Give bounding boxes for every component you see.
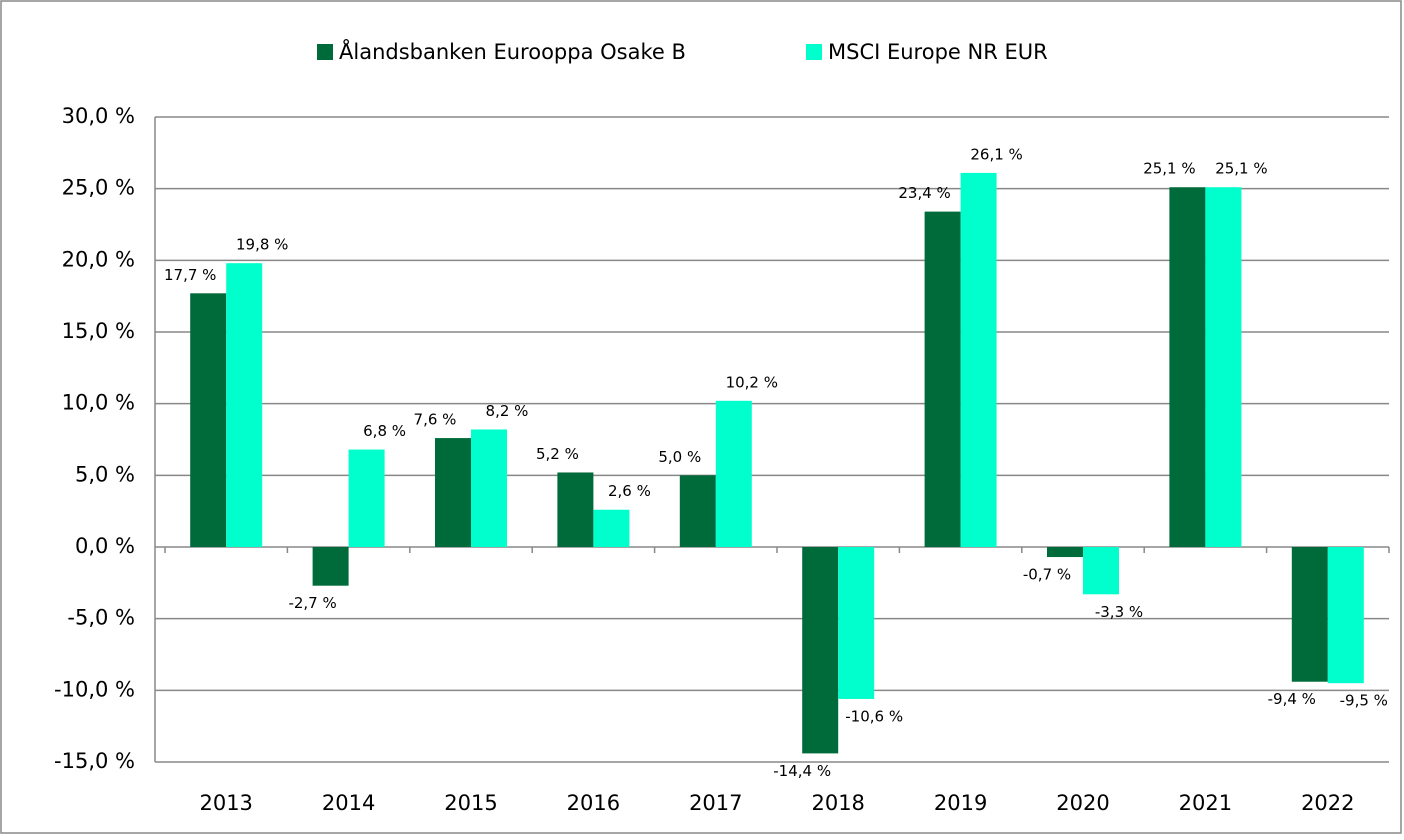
bar bbox=[1047, 547, 1083, 558]
bar bbox=[435, 438, 471, 547]
y-tick-label: -5,0 % bbox=[67, 606, 135, 630]
data-label: 26,1 % bbox=[970, 145, 1022, 163]
x-tick-label: 2021 bbox=[1179, 791, 1232, 815]
x-tick-label: 2019 bbox=[934, 791, 987, 815]
bar bbox=[802, 547, 839, 754]
data-label: 17,7 % bbox=[164, 266, 216, 284]
y-tick-label: 5,0 % bbox=[75, 462, 135, 486]
y-tick-label: 25,0 % bbox=[62, 176, 135, 200]
data-label: 7,6 % bbox=[414, 411, 457, 429]
legend-swatch bbox=[806, 44, 822, 60]
data-label: 8,2 % bbox=[486, 402, 529, 420]
data-label: -10,6 % bbox=[845, 707, 903, 725]
bar bbox=[471, 429, 507, 547]
bar bbox=[557, 472, 594, 547]
bar bbox=[715, 400, 752, 547]
data-label: -14,4 % bbox=[773, 762, 831, 780]
y-tick-label: 30,0 % bbox=[62, 104, 135, 128]
legend-label: MSCI Europe NR EUR bbox=[828, 40, 1048, 64]
bar bbox=[838, 547, 875, 699]
bar bbox=[1205, 187, 1242, 547]
y-tick-label: 20,0 % bbox=[62, 247, 135, 271]
bar bbox=[1083, 547, 1119, 595]
y-tick-label: 10,0 % bbox=[62, 391, 135, 415]
data-label: -2,7 % bbox=[288, 594, 336, 612]
y-tick-label: 0,0 % bbox=[75, 534, 135, 558]
data-label: -9,5 % bbox=[1340, 692, 1388, 710]
bar bbox=[226, 263, 263, 547]
bar bbox=[1291, 547, 1328, 682]
x-tick-label: 2013 bbox=[199, 791, 252, 815]
x-tick-label: 2015 bbox=[444, 791, 497, 815]
bar bbox=[924, 211, 961, 547]
data-label: 6,8 % bbox=[363, 422, 406, 440]
x-tick-label: 2016 bbox=[567, 791, 620, 815]
bar bbox=[312, 547, 349, 586]
data-label: 10,2 % bbox=[726, 373, 778, 391]
legend-swatch bbox=[317, 44, 333, 60]
y-tick-label: -15,0 % bbox=[54, 749, 135, 773]
bar bbox=[1327, 547, 1364, 684]
data-label: 19,8 % bbox=[236, 236, 288, 254]
y-tick-label: 15,0 % bbox=[62, 319, 135, 343]
x-tick-label: 2020 bbox=[1056, 791, 1109, 815]
bar bbox=[593, 509, 630, 547]
legend-label: Ålandsbanken Eurooppa Osake B bbox=[339, 38, 686, 64]
data-label: 25,1 % bbox=[1215, 160, 1267, 178]
x-tick-label: 2018 bbox=[811, 791, 864, 815]
data-label: -0,7 % bbox=[1023, 566, 1071, 584]
x-tick-label: 2014 bbox=[322, 791, 375, 815]
data-label: 5,0 % bbox=[658, 448, 701, 466]
bar bbox=[348, 449, 385, 547]
bar bbox=[190, 293, 227, 547]
data-label: 23,4 % bbox=[898, 184, 950, 202]
data-label: -3,3 % bbox=[1095, 603, 1143, 621]
data-label: 5,2 % bbox=[536, 445, 579, 463]
bar bbox=[960, 172, 997, 547]
y-tick-label: -10,0 % bbox=[54, 677, 135, 701]
data-label: -9,4 % bbox=[1268, 690, 1316, 708]
bar bbox=[679, 475, 716, 547]
data-label: 25,1 % bbox=[1143, 160, 1195, 178]
x-tick-label: 2022 bbox=[1301, 791, 1354, 815]
bar bbox=[1169, 187, 1206, 547]
data-label: 2,6 % bbox=[608, 482, 651, 500]
x-tick-label: 2017 bbox=[689, 791, 742, 815]
